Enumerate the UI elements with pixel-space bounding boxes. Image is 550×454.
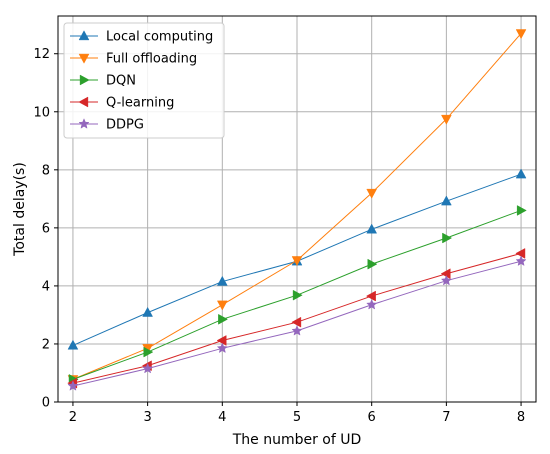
legend-item: Local computing	[70, 30, 213, 45]
legend-item: Full offloading	[70, 52, 197, 67]
data-point	[216, 300, 228, 311]
data-point	[216, 335, 227, 346]
data-point	[216, 275, 228, 286]
legend-marker	[79, 74, 90, 86]
data-point	[218, 313, 229, 325]
data-point	[67, 339, 79, 350]
y-tick-label: 8	[42, 163, 50, 178]
data-point	[291, 325, 303, 336]
data-point	[440, 274, 452, 286]
legend-label: DQN	[106, 74, 136, 89]
x-tick-label: 8	[517, 410, 525, 425]
data-point	[441, 195, 452, 206]
y-tick-label: 2	[42, 337, 50, 352]
data-point	[515, 168, 527, 179]
axis-ticks: 2 3 4 5 6 7 8 0 2 4 6 8 10 12	[33, 47, 525, 425]
legend-item: Q-learning	[70, 96, 174, 111]
legend-marker	[78, 118, 90, 129]
x-axis-label: The number of UD	[232, 432, 362, 448]
data-point	[515, 248, 526, 259]
data-point	[366, 223, 378, 234]
legend-label: Q-learning	[106, 96, 174, 111]
y-axis-label: Total delay(s)	[12, 162, 28, 257]
series-dqn	[68, 205, 527, 385]
legend-label: Full offloading	[106, 52, 197, 67]
data-point	[441, 114, 452, 125]
y-tick-label: 10	[33, 105, 50, 120]
x-tick-label: 2	[69, 410, 77, 425]
data-point	[515, 29, 527, 40]
x-tick-label: 5	[293, 410, 301, 425]
y-tick-label: 4	[42, 279, 50, 294]
data-point	[291, 316, 302, 328]
y-tick-label: 6	[42, 221, 50, 236]
legend-marker	[78, 30, 90, 41]
y-tick-label: 0	[42, 396, 50, 411]
data-point	[367, 258, 378, 270]
data-point	[291, 256, 303, 267]
data-point	[365, 290, 376, 302]
data-point	[515, 255, 527, 266]
data-point	[442, 232, 453, 244]
legend-marker	[78, 53, 90, 64]
legend-label: DDPG	[106, 118, 144, 133]
legend-marker	[78, 96, 89, 108]
grid	[58, 16, 536, 403]
legend: Local computing Full offloading DQN Q-learn…	[63, 22, 225, 139]
x-tick-label: 6	[368, 410, 376, 425]
data-point	[67, 380, 79, 391]
data-point	[143, 346, 154, 358]
data-point	[292, 289, 303, 301]
legend-label: Local computing	[106, 30, 213, 45]
series-layer	[67, 29, 527, 391]
legend-item: DDPG	[70, 118, 144, 133]
series-q-learning	[67, 248, 526, 389]
x-tick-label: 4	[218, 410, 226, 425]
data-point	[366, 188, 378, 199]
data-point	[142, 362, 154, 374]
y-tick-label: 12	[33, 47, 50, 62]
data-point	[440, 268, 451, 280]
x-tick-label: 3	[143, 410, 151, 425]
data-point	[216, 342, 228, 354]
series-ddpg	[67, 255, 527, 391]
data-point	[142, 306, 153, 317]
data-point	[366, 298, 378, 310]
data-point	[516, 205, 527, 216]
legend-box	[63, 22, 225, 139]
legend-item: DQN	[70, 74, 136, 89]
x-tick-label: 7	[442, 410, 450, 425]
